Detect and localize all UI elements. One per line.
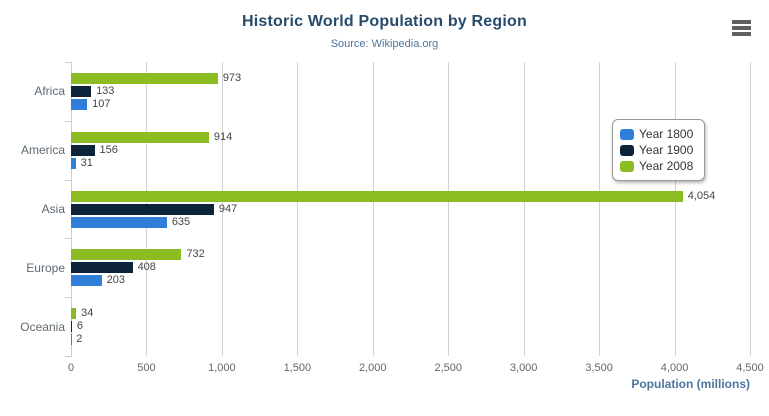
bar-america-year-2008[interactable]	[71, 131, 209, 143]
bar-europe-year-2008[interactable]	[71, 249, 182, 261]
bar-value-label: 914	[213, 130, 233, 143]
legend-item-year-2008[interactable]: Year 2008	[620, 158, 693, 174]
x-axis-title: Population (millions)	[631, 377, 750, 391]
bar-value-label: 2	[76, 333, 83, 346]
bar-asia-year-2008[interactable]	[71, 190, 683, 202]
y-axis-tick	[65, 297, 71, 299]
bar-value-label: 203	[106, 274, 125, 287]
gridline	[297, 62, 299, 356]
bar-africa-year-2008[interactable]	[71, 72, 218, 84]
y-axis-tick	[65, 356, 71, 357]
bar-value-label: 34	[81, 307, 94, 320]
hamburger-icon	[732, 20, 751, 24]
bar-asia-year-1800[interactable]	[71, 216, 167, 228]
legend-item-year-1800[interactable]: Year 1800	[620, 126, 693, 142]
bar-value-label: 6	[76, 320, 84, 333]
chart-title: Historic World Population by Region	[242, 13, 527, 30]
bar-africa-year-1900[interactable]	[71, 85, 92, 97]
bar-value-label: 107	[92, 97, 111, 110]
y-axis-tick	[65, 238, 71, 240]
gridline	[448, 62, 450, 356]
bar-africa-year-1800[interactable]	[71, 98, 88, 110]
bar-value-label: 635	[171, 215, 191, 228]
y-axis-tick	[65, 62, 71, 63]
category-label: Asia	[41, 202, 65, 216]
bar-value-label: 408	[137, 261, 156, 274]
legend-swatch-icon	[620, 144, 634, 156]
bar-value-label: 973	[222, 71, 242, 84]
category-label: Oceania	[20, 319, 65, 334]
chart-subtitle: Source: Wikipedia.org	[330, 38, 439, 50]
gridline	[523, 62, 525, 356]
bar-value-label: 31	[80, 156, 93, 169]
bar-america-year-1800[interactable]	[71, 157, 76, 169]
category-label: America	[20, 143, 65, 158]
bar-value-label: 732	[186, 248, 205, 261]
x-axis-tick-label: 500	[137, 362, 156, 374]
x-axis-tick-label: 0	[67, 362, 75, 374]
gridline	[221, 62, 223, 356]
x-axis-tick-label: 2,000	[359, 362, 387, 374]
legend-item-year-1900[interactable]: Year 1900	[620, 142, 693, 158]
gridline	[750, 62, 751, 356]
bar-value-label: 133	[96, 84, 115, 97]
x-axis-tick-label: 1,000	[208, 362, 236, 374]
bar-value-label: 156	[99, 143, 118, 156]
category-label: Africa	[34, 84, 65, 99]
gridline	[674, 62, 676, 356]
y-axis-tick	[65, 179, 71, 181]
bar-oceania-year-1900[interactable]	[71, 321, 72, 333]
bar-europe-year-1900[interactable]	[71, 262, 133, 274]
x-axis-tick-label: 1,500	[283, 362, 312, 374]
bar-value-label: 947	[218, 202, 238, 215]
x-axis-tick-label: 4,500	[736, 362, 764, 374]
export-menu-button[interactable]	[731, 19, 752, 39]
legend: Year 1800 Year 1900 Year 2008	[612, 119, 706, 181]
legend-item-label: Year 2008	[639, 159, 694, 173]
bar-oceania-year-1800[interactable]	[71, 334, 72, 346]
gridline	[599, 62, 601, 356]
legend-swatch-icon	[620, 128, 634, 140]
legend-item-label: Year 1800	[639, 127, 694, 141]
bar-oceania-year-2008[interactable]	[71, 308, 77, 320]
bar-america-year-1900[interactable]	[71, 144, 95, 156]
hamburger-icon	[732, 32, 751, 36]
legend-item-label: Year 1900	[639, 143, 694, 157]
x-axis-tick-label: 2,500	[434, 362, 462, 374]
bar-value-label: 4,054	[687, 189, 716, 202]
bar-asia-year-1900[interactable]	[71, 203, 214, 215]
legend-swatch-icon	[620, 160, 634, 172]
category-label: Europe	[26, 260, 65, 275]
bar-europe-year-1800[interactable]	[71, 275, 102, 287]
x-axis-tick-label: 3,000	[509, 362, 538, 374]
x-axis-tick-label: 3,500	[585, 362, 613, 374]
hamburger-icon	[732, 26, 751, 30]
gridline	[372, 62, 374, 356]
y-axis-tick	[65, 120, 71, 122]
x-axis-tick-label: 4,000	[660, 362, 689, 374]
